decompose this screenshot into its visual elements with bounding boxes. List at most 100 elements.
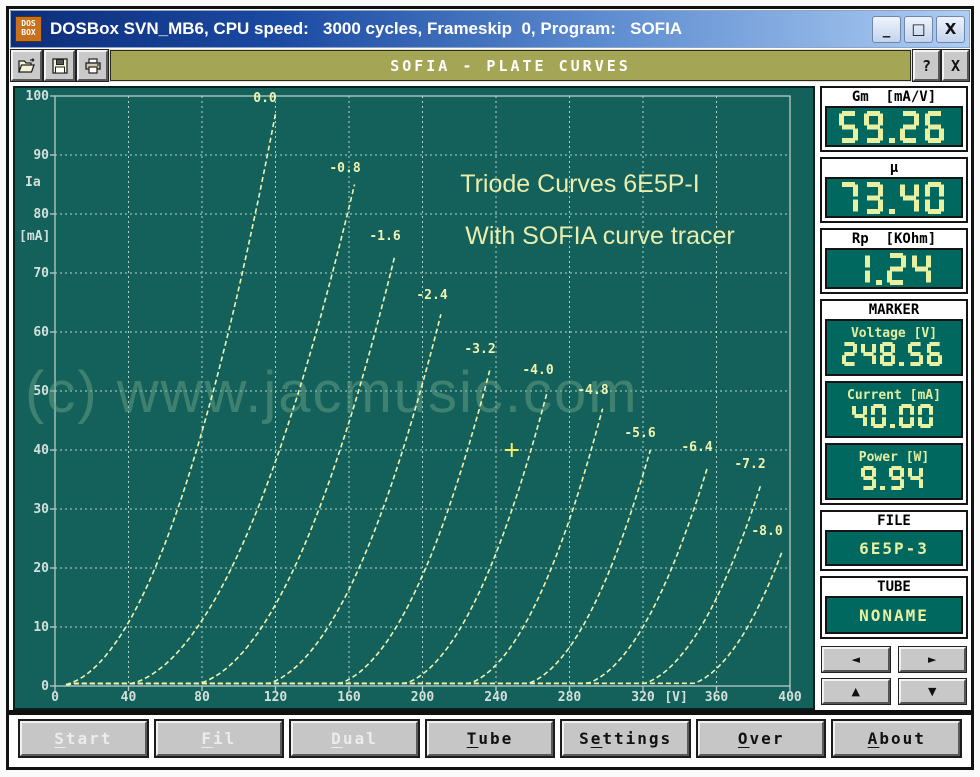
mu-label: µ [889,160,899,176]
svg-text:-8.0: -8.0 [751,524,782,539]
svg-text:-2.4: -2.4 [416,288,447,303]
gm-display [825,106,963,147]
svg-text:Ia: Ia [25,175,41,190]
minimize-button[interactable]: _ [872,15,901,43]
marker-left-button[interactable]: ◄ [821,646,891,673]
svg-text:0: 0 [51,690,59,705]
svg-text:60: 60 [33,325,49,340]
svg-text:90: 90 [33,148,49,163]
svg-text:80: 80 [33,207,49,222]
file-display: 6E5P-3 [825,530,963,566]
marker-voltage-display: Voltage [V] [825,319,963,376]
file-label: FILE [877,513,911,529]
dosbox-icon-text-bottom: BOX [21,28,36,37]
toolbar-close-button[interactable]: X [941,49,970,82]
mu-box: µ [820,157,968,223]
svg-text:160: 160 [337,690,361,705]
svg-text:100: 100 [26,89,50,104]
svg-text:-0.8: -0.8 [329,161,360,176]
open-folder-icon [17,57,35,73]
svg-text:240: 240 [484,690,508,705]
svg-text:-3.2: -3.2 [464,342,495,357]
gm-label: Gm [mA/V] [851,89,937,105]
help-button[interactable]: ? [912,49,941,82]
dosbox-icon: DOS BOX [15,16,42,42]
svg-text:200: 200 [411,690,435,705]
marker-current-value [851,403,937,432]
sofia-toolbar: SOFIA - PLATE CURVES ? X [10,49,970,82]
settings-button-label: S [579,729,591,748]
marker-power-value [861,465,927,494]
print-button[interactable] [76,49,109,82]
marker-label: MARKER [868,302,920,318]
tube-label: TUBE [877,579,911,595]
svg-text:-1.6: -1.6 [369,229,400,244]
svg-text:40: 40 [121,690,137,705]
side-panel: Gm [mA/V] µ Rp [KOhm] MARKER Voltage [V] [820,86,968,710]
svg-text:0.0: 0.0 [253,91,277,106]
marker-up-button[interactable]: ▲ [821,678,891,705]
svg-text:10: 10 [33,620,49,635]
svg-text:[mA]: [mA] [19,229,50,244]
open-file-button[interactable] [10,49,43,82]
app-title: SOFIA - PLATE CURVES [390,56,631,75]
svg-text:-7.2: -7.2 [734,457,765,472]
marker-current-display: Current [mA] [825,381,963,438]
maximize-button[interactable]: □ [904,15,933,43]
svg-text:360: 360 [705,690,729,705]
svg-text:320: 320 [631,690,655,705]
marker-right-button[interactable]: ► [897,646,967,673]
plate-curves-plot-area[interactable]: (c) www.jacmusic.com 0 10 20 30 40 50 60 70 80 90 1… [15,88,811,710]
marker-down-button[interactable]: ▼ [897,678,967,705]
save-floppy-icon [51,57,68,74]
svg-text:280: 280 [558,690,582,705]
svg-text:-5.6: -5.6 [624,426,655,441]
gm-box: Gm [mA/V] [820,86,968,152]
svg-text:-4.8: -4.8 [577,383,608,398]
marker-power-display: Power [W] [825,443,963,500]
svg-text:80: 80 [194,690,210,705]
svg-text:70: 70 [33,266,49,281]
tube-display: NONAME [825,596,963,634]
printer-icon [84,57,101,74]
app-title-strip: SOFIA - PLATE CURVES [110,50,911,81]
file-value: 6E5P-3 [859,538,929,558]
file-box: FILE 6E5P-3 [820,510,968,571]
dosbox-icon-text-top: DOS [21,19,36,29]
svg-text:20: 20 [33,561,49,576]
svg-text:With SOFIA curve tracer: With SOFIA curve tracer [465,222,735,250]
titlebar: DOS BOX DOSBox SVN_MB6, CPU speed: 3000 … [10,10,970,48]
close-button[interactable]: X [936,15,965,43]
rp-display [825,248,963,289]
svg-text:(c) www.jacmusic.com: (c) www.jacmusic.com [25,360,639,425]
svg-text:40: 40 [33,443,49,458]
marker-nav-buttons: ◄ ► ▲ ▼ [820,646,968,705]
svg-text:400: 400 [778,690,802,705]
marker-power-label: Power [W] [858,449,930,465]
svg-text:0: 0 [41,679,49,694]
window-title: DOSBox SVN_MB6, CPU speed: 3000 cycles, … [50,19,683,38]
svg-text:120: 120 [264,690,288,705]
svg-text:[V]: [V] [664,690,687,705]
marker-voltage-label: Voltage [V] [850,325,938,341]
marker-box: MARKER Voltage [V] Current [mA] Power [W… [820,299,968,505]
marker-current-label: Current [mA] [847,387,941,403]
main-area: (c) www.jacmusic.com 0 10 20 30 40 50 60 70 80 90 1… [9,82,971,715]
svg-text:-6.4: -6.4 [681,440,712,455]
chart-panel: (c) www.jacmusic.com 0 10 20 30 40 50 60 70 80 90 1… [13,86,815,710]
save-file-button[interactable] [43,49,76,82]
tube-value: NONAME [859,605,929,625]
svg-text:30: 30 [33,502,49,517]
rp-label: Rp [KOhm] [851,231,937,247]
dosbox-window: DOS BOX DOSBox SVN_MB6, CPU speed: 3000 … [6,6,974,770]
rp-box: Rp [KOhm] [820,228,968,294]
marker-voltage-value [842,341,946,370]
